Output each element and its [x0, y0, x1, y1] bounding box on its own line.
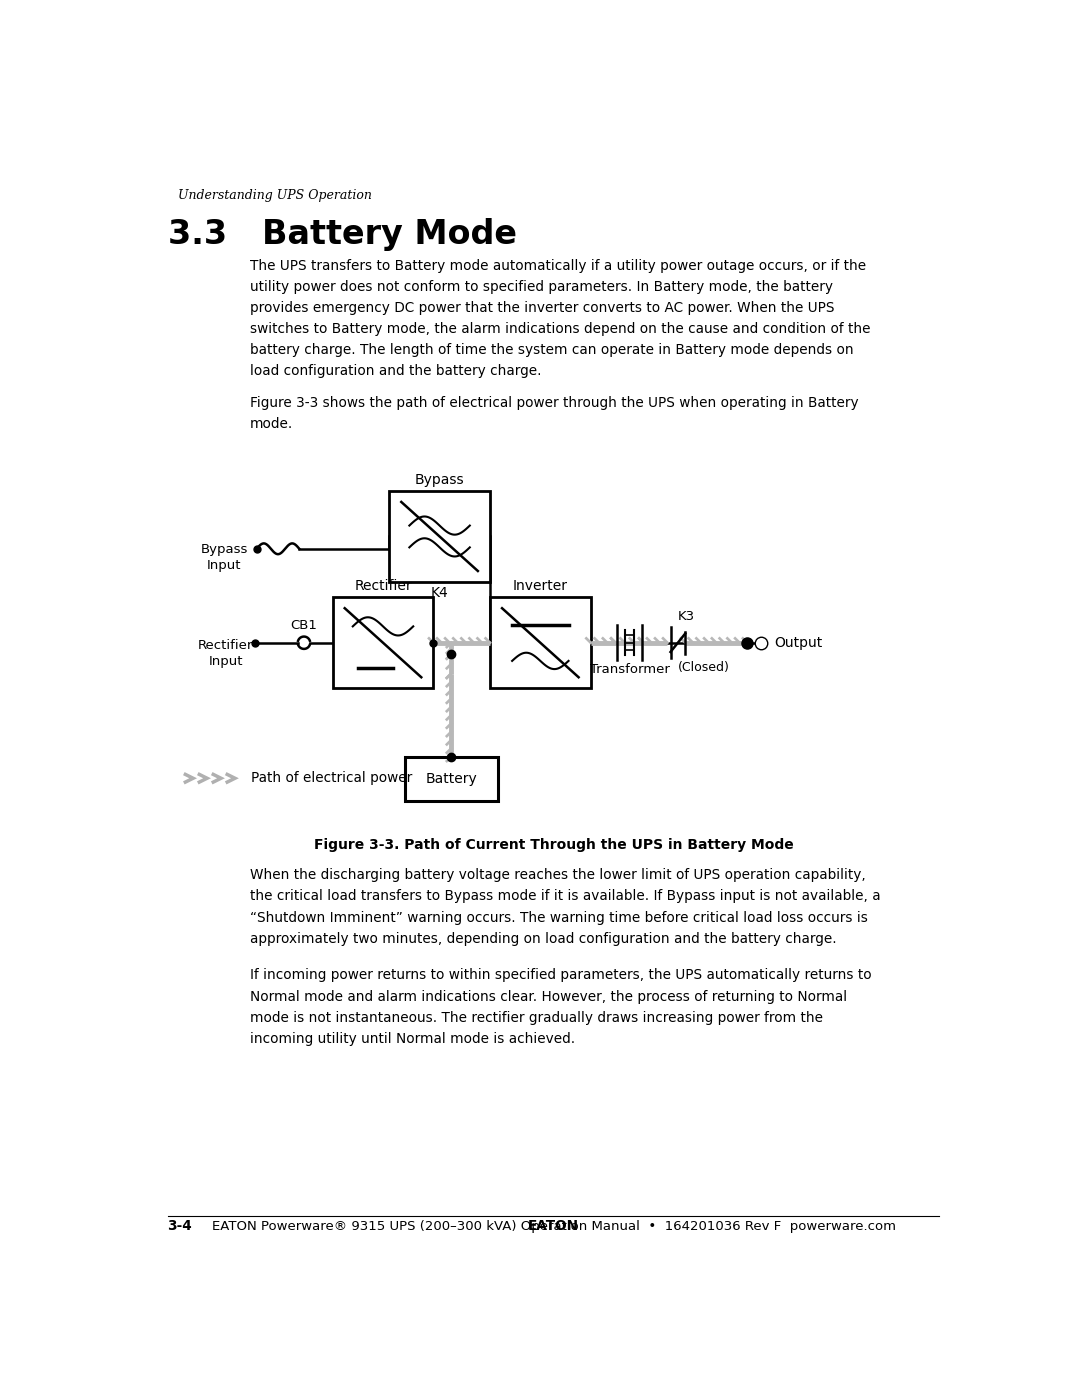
Text: K3: K3 — [677, 609, 694, 623]
Text: Figure 3-3. Path of Current Through the UPS in Battery Mode: Figure 3-3. Path of Current Through the … — [313, 838, 794, 852]
Text: (Closed): (Closed) — [677, 661, 729, 675]
Bar — [490, 598, 591, 689]
Text: Inverter: Inverter — [513, 580, 568, 594]
Text: When the discharging battery voltage reaches the lower limit of UPS operation ca: When the discharging battery voltage rea… — [249, 869, 880, 946]
Text: Path of electrical power: Path of electrical power — [252, 771, 413, 785]
Text: 3.3   Battery Mode: 3.3 Battery Mode — [167, 218, 516, 250]
Text: Rectifier
Input: Rectifier Input — [198, 638, 254, 668]
Text: If incoming power returns to within specified parameters, the UPS automatically : If incoming power returns to within spec… — [249, 968, 872, 1046]
Text: EATON Powerware® 9315 UPS (200–300 kVA) Operation Manual  •  164201036 Rev F  po: EATON Powerware® 9315 UPS (200–300 kVA) … — [212, 1220, 895, 1234]
Text: Bypass: Bypass — [415, 474, 464, 488]
Text: Output: Output — [774, 636, 823, 650]
Text: EATON: EATON — [528, 1220, 579, 1234]
Text: The UPS transfers to Battery mode automatically if a utility power outage occurs: The UPS transfers to Battery mode automa… — [249, 258, 870, 379]
Bar — [333, 598, 433, 689]
Text: Bypass
Input: Bypass Input — [201, 542, 247, 571]
Text: K4: K4 — [431, 585, 448, 599]
Text: 3-4: 3-4 — [167, 1220, 192, 1234]
Text: Rectifier: Rectifier — [354, 580, 411, 594]
Text: CB1: CB1 — [291, 619, 318, 631]
Text: Understanding UPS Operation: Understanding UPS Operation — [177, 189, 372, 203]
Text: Figure 3-3 shows the path of electrical power through the UPS when operating in : Figure 3-3 shows the path of electrical … — [249, 395, 859, 430]
Text: Transformer: Transformer — [590, 664, 670, 676]
Bar — [405, 757, 498, 802]
Bar — [389, 490, 490, 583]
Text: Battery: Battery — [426, 773, 477, 787]
